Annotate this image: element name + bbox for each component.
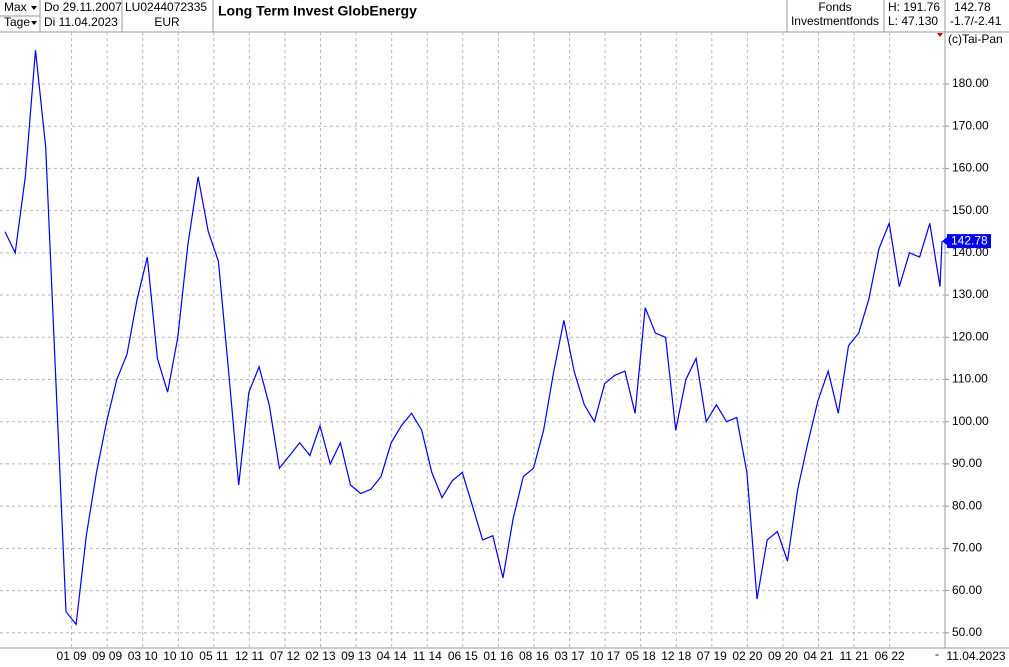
x-tick-label: 10 17 [590, 649, 620, 663]
dropdown-arrow [31, 21, 37, 25]
y-tick-label: 120.00 [952, 329, 989, 343]
low: L: 47.130 [888, 14, 938, 28]
marker [937, 33, 943, 37]
y-tick-label: 60.00 [952, 583, 982, 597]
last-price-pointer [942, 237, 947, 246]
end-marker: - [935, 647, 939, 661]
x-tick-label: 09 09 [92, 649, 122, 663]
x-tick-label: 04 21 [804, 649, 834, 663]
last-price: 142.78 [954, 0, 991, 14]
x-tick-label: 04 14 [377, 649, 407, 663]
x-tick-label: 11 14 [413, 649, 442, 663]
x-tick-label: 07 12 [270, 649, 300, 663]
chart-title: Long Term Invest GlobEnergy [218, 3, 417, 19]
y-tick-label: 110.00 [952, 372, 988, 386]
x-tick-label: 01 09 [57, 649, 87, 663]
x-tick-label: 09 13 [341, 649, 371, 663]
y-tick-label: 140.00 [952, 245, 989, 259]
date-from: Do 29.11.2007 [44, 0, 122, 14]
date-to: Di 11.04.2023 [44, 15, 118, 29]
x-tick-label: 09 20 [768, 649, 798, 663]
price-line [4, 50, 943, 626]
y-tick-label: 100.00 [952, 414, 989, 428]
x-tick-label: 01 16 [483, 649, 513, 663]
end-date: 11.04.2023 [946, 649, 1005, 663]
x-tick-label: 05 11 [199, 649, 228, 663]
y-tick-label: 80.00 [952, 498, 982, 512]
last-price-label: 142.78 [951, 233, 988, 247]
x-tick-label: 11 21 [840, 649, 869, 663]
last-price-box [947, 234, 991, 249]
y-tick-label: 150.00 [952, 203, 989, 217]
x-tick-label: 07 19 [697, 649, 727, 663]
y-tick-label: 180.00 [952, 76, 989, 90]
dropdown-arrow [31, 6, 37, 10]
x-tick-label: 12 18 [661, 649, 691, 663]
x-tick-label: 06 15 [448, 649, 478, 663]
header [0, 0, 1009, 33]
x-tick-label: 03 17 [555, 649, 585, 663]
subcategory: Investmentfonds [791, 14, 879, 28]
category: Fonds [818, 0, 851, 14]
x-tick-label: 03 10 [128, 649, 158, 663]
change: -1.7/-2.41 [950, 14, 1002, 28]
x-tick-label: 05 18 [626, 649, 656, 663]
y-tick-label: 70.00 [952, 541, 982, 555]
x-tick-label: 06 22 [875, 649, 905, 663]
y-tick-label: 50.00 [952, 625, 982, 639]
range-select[interactable]: Max [4, 0, 27, 14]
x-tick-label: 10 10 [163, 649, 193, 663]
y-tick-label: 170.00 [952, 118, 989, 132]
y-tick-label: 90.00 [952, 456, 982, 470]
currency: EUR [154, 15, 180, 29]
period-select[interactable]: Tage [4, 15, 30, 29]
isin: LU0244072335 [125, 0, 207, 14]
x-tick-label: 12 11 [235, 649, 264, 663]
copyright: (c)Tai-Pan [948, 32, 1003, 46]
x-tick-label: 02 13 [306, 649, 336, 663]
x-tick-label: 02 20 [732, 649, 762, 663]
y-tick-label: 160.00 [952, 161, 989, 175]
y-tick-label: 130.00 [952, 287, 989, 301]
high: H: 191.76 [888, 0, 940, 14]
x-tick-label: 08 16 [519, 649, 549, 663]
